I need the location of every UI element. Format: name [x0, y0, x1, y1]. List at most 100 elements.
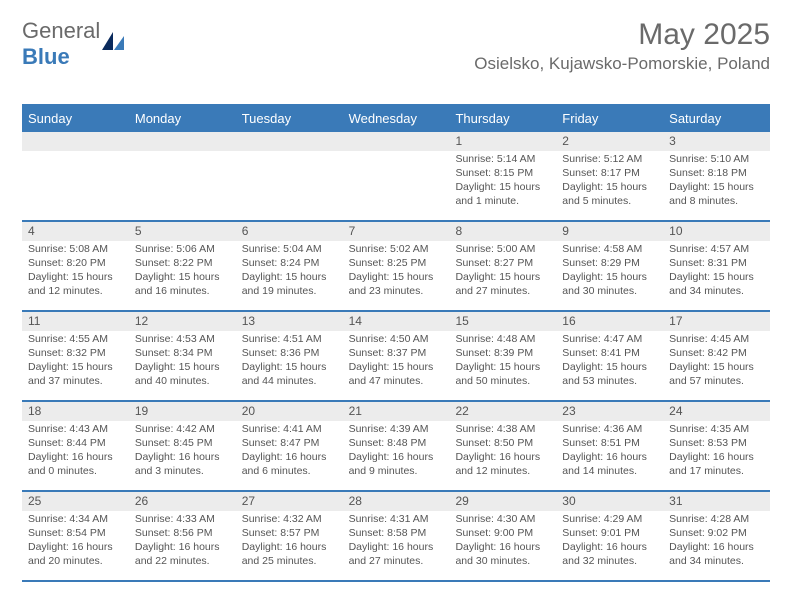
- day-number: 17: [663, 312, 770, 331]
- day-number: 10: [663, 222, 770, 241]
- sunset-text: Sunset: 8:51 PM: [562, 437, 657, 451]
- sunrise-text: Sunrise: 4:39 AM: [349, 423, 444, 437]
- sunrise-text: Sunrise: 4:30 AM: [455, 513, 550, 527]
- day-header: Friday: [556, 106, 663, 132]
- calendar-cell: 15Sunrise: 4:48 AMSunset: 8:39 PMDayligh…: [449, 312, 556, 400]
- sunrise-text: Sunrise: 4:38 AM: [455, 423, 550, 437]
- cell-body: Sunrise: 5:02 AMSunset: 8:25 PMDaylight:…: [343, 241, 450, 302]
- daylight-text: Daylight: 16 hours and 12 minutes.: [455, 451, 550, 479]
- sunset-text: Sunset: 8:53 PM: [669, 437, 764, 451]
- page-header: May 2025 Osielsko, Kujawsko-Pomorskie, P…: [474, 18, 770, 74]
- day-number: 8: [449, 222, 556, 241]
- sunrise-text: Sunrise: 4:34 AM: [28, 513, 123, 527]
- day-number: 24: [663, 402, 770, 421]
- calendar-cell: 13Sunrise: 4:51 AMSunset: 8:36 PMDayligh…: [236, 312, 343, 400]
- sunset-text: Sunset: 8:50 PM: [455, 437, 550, 451]
- daylight-text: Daylight: 15 hours and 50 minutes.: [455, 361, 550, 389]
- daylight-text: Daylight: 16 hours and 14 minutes.: [562, 451, 657, 479]
- sunrise-text: Sunrise: 5:12 AM: [562, 153, 657, 167]
- daylight-text: Daylight: 15 hours and 44 minutes.: [242, 361, 337, 389]
- cell-body: Sunrise: 4:33 AMSunset: 8:56 PMDaylight:…: [129, 511, 236, 572]
- day-number: 26: [129, 492, 236, 511]
- cell-body: Sunrise: 4:32 AMSunset: 8:57 PMDaylight:…: [236, 511, 343, 572]
- day-number: 12: [129, 312, 236, 331]
- daylight-text: Daylight: 15 hours and 23 minutes.: [349, 271, 444, 299]
- calendar-cell: [129, 132, 236, 220]
- cell-body: Sunrise: 4:30 AMSunset: 9:00 PMDaylight:…: [449, 511, 556, 572]
- sunset-text: Sunset: 8:42 PM: [669, 347, 764, 361]
- sunrise-text: Sunrise: 4:43 AM: [28, 423, 123, 437]
- sunset-text: Sunset: 8:17 PM: [562, 167, 657, 181]
- daylight-text: Daylight: 16 hours and 0 minutes.: [28, 451, 123, 479]
- logo-text-a: General: [22, 18, 100, 43]
- daylight-text: Daylight: 16 hours and 32 minutes.: [562, 541, 657, 569]
- sunrise-text: Sunrise: 4:45 AM: [669, 333, 764, 347]
- calendar-cell: 8Sunrise: 5:00 AMSunset: 8:27 PMDaylight…: [449, 222, 556, 310]
- sunset-text: Sunset: 8:54 PM: [28, 527, 123, 541]
- calendar-cell: 7Sunrise: 5:02 AMSunset: 8:25 PMDaylight…: [343, 222, 450, 310]
- cell-body: Sunrise: 4:51 AMSunset: 8:36 PMDaylight:…: [236, 331, 343, 392]
- sunset-text: Sunset: 8:36 PM: [242, 347, 337, 361]
- sunset-text: Sunset: 8:15 PM: [455, 167, 550, 181]
- sunset-text: Sunset: 8:18 PM: [669, 167, 764, 181]
- daylight-text: Daylight: 15 hours and 1 minute.: [455, 181, 550, 209]
- cell-body: Sunrise: 4:58 AMSunset: 8:29 PMDaylight:…: [556, 241, 663, 302]
- day-number: 29: [449, 492, 556, 511]
- sunset-text: Sunset: 8:24 PM: [242, 257, 337, 271]
- day-number: 9: [556, 222, 663, 241]
- cell-body: Sunrise: 5:06 AMSunset: 8:22 PMDaylight:…: [129, 241, 236, 302]
- cell-body: Sunrise: 4:28 AMSunset: 9:02 PMDaylight:…: [663, 511, 770, 572]
- cell-body: Sunrise: 5:12 AMSunset: 8:17 PMDaylight:…: [556, 151, 663, 212]
- cell-body: Sunrise: 5:00 AMSunset: 8:27 PMDaylight:…: [449, 241, 556, 302]
- day-number: 21: [343, 402, 450, 421]
- cell-body: [343, 151, 450, 157]
- cell-body: [236, 151, 343, 157]
- cell-body: Sunrise: 4:41 AMSunset: 8:47 PMDaylight:…: [236, 421, 343, 482]
- calendar-cell: 29Sunrise: 4:30 AMSunset: 9:00 PMDayligh…: [449, 492, 556, 580]
- daylight-text: Daylight: 15 hours and 30 minutes.: [562, 271, 657, 299]
- day-number: 23: [556, 402, 663, 421]
- daylight-text: Daylight: 15 hours and 19 minutes.: [242, 271, 337, 299]
- calendar-grid: SundayMondayTuesdayWednesdayThursdayFrid…: [22, 104, 770, 582]
- calendar-cell: 11Sunrise: 4:55 AMSunset: 8:32 PMDayligh…: [22, 312, 129, 400]
- day-number: 16: [556, 312, 663, 331]
- day-header: Thursday: [449, 106, 556, 132]
- daylight-text: Daylight: 16 hours and 17 minutes.: [669, 451, 764, 479]
- sunset-text: Sunset: 8:48 PM: [349, 437, 444, 451]
- calendar-cell: 16Sunrise: 4:47 AMSunset: 8:41 PMDayligh…: [556, 312, 663, 400]
- day-number: [343, 132, 450, 151]
- day-header: Tuesday: [236, 106, 343, 132]
- day-number: 15: [449, 312, 556, 331]
- sunrise-text: Sunrise: 5:10 AM: [669, 153, 764, 167]
- calendar-cell: 2Sunrise: 5:12 AMSunset: 8:17 PMDaylight…: [556, 132, 663, 220]
- sunrise-text: Sunrise: 4:55 AM: [28, 333, 123, 347]
- day-header: Sunday: [22, 106, 129, 132]
- calendar-cell: 25Sunrise: 4:34 AMSunset: 8:54 PMDayligh…: [22, 492, 129, 580]
- daylight-text: Daylight: 16 hours and 22 minutes.: [135, 541, 230, 569]
- cell-body: Sunrise: 4:45 AMSunset: 8:42 PMDaylight:…: [663, 331, 770, 392]
- cell-body: [129, 151, 236, 157]
- sunset-text: Sunset: 8:32 PM: [28, 347, 123, 361]
- sunrise-text: Sunrise: 5:06 AM: [135, 243, 230, 257]
- sunrise-text: Sunrise: 4:33 AM: [135, 513, 230, 527]
- sunset-text: Sunset: 8:25 PM: [349, 257, 444, 271]
- calendar-cell: 1 Sunrise: 5:14 AMSunset: 8:15 PMDaylight…: [449, 132, 556, 220]
- day-number: 1: [449, 132, 556, 151]
- daylight-text: Daylight: 15 hours and 34 minutes.: [669, 271, 764, 299]
- daylight-text: Daylight: 15 hours and 47 minutes.: [349, 361, 444, 389]
- sunset-text: Sunset: 8:27 PM: [455, 257, 550, 271]
- calendar-cell: [22, 132, 129, 220]
- sunset-text: Sunset: 8:57 PM: [242, 527, 337, 541]
- sunrise-text: Sunrise: 4:50 AM: [349, 333, 444, 347]
- logo: General Blue: [22, 18, 124, 70]
- sunset-text: Sunset: 8:41 PM: [562, 347, 657, 361]
- sunrise-text: Sunrise: 5:04 AM: [242, 243, 337, 257]
- cell-body: Sunrise: 5:08 AMSunset: 8:20 PMDaylight:…: [22, 241, 129, 302]
- calendar-week: 4Sunrise: 5:08 AMSunset: 8:20 PMDaylight…: [22, 222, 770, 312]
- sunrise-text: Sunrise: 5:14 AM: [455, 153, 550, 167]
- sunrise-text: Sunrise: 4:41 AM: [242, 423, 337, 437]
- sunset-text: Sunset: 9:02 PM: [669, 527, 764, 541]
- sunrise-text: Sunrise: 4:53 AM: [135, 333, 230, 347]
- day-header: Saturday: [663, 106, 770, 132]
- sunset-text: Sunset: 8:20 PM: [28, 257, 123, 271]
